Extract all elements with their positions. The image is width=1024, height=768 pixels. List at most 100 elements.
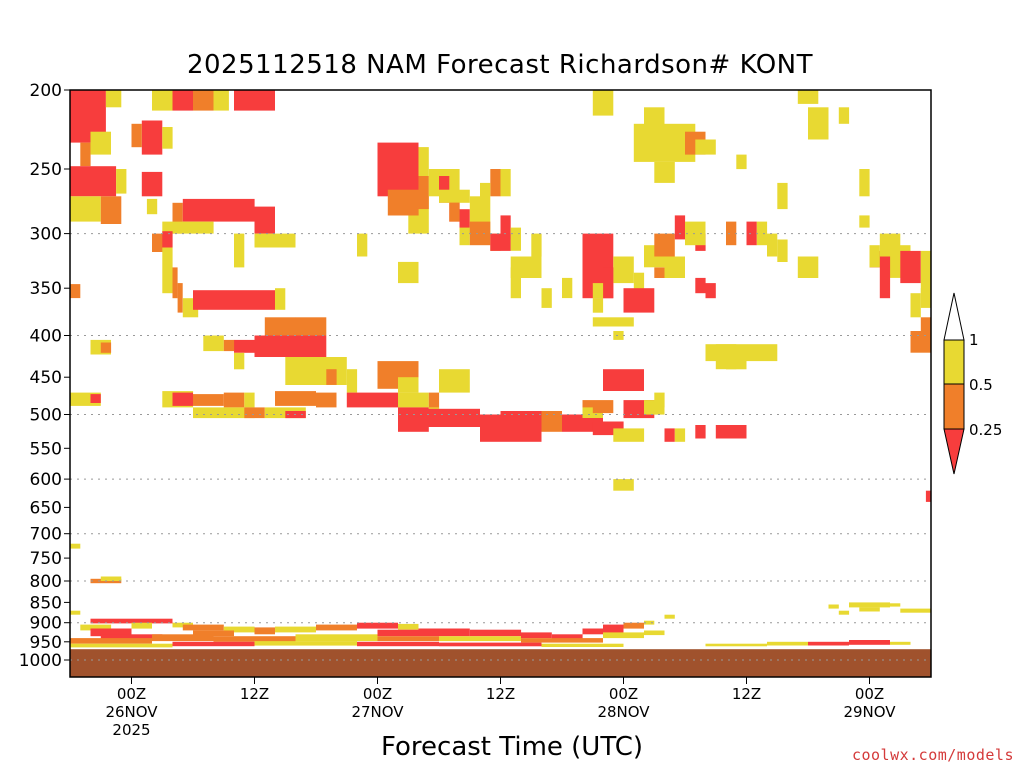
heatmap-cell (633, 272, 645, 299)
heatmap-cell (603, 624, 634, 629)
heatmap-cell (439, 369, 470, 393)
heatmap-cell (213, 636, 296, 642)
heatmap-cell (357, 641, 439, 647)
heatmap-cell (90, 131, 111, 155)
heatmap-cell (613, 428, 645, 442)
heatmap-cell (295, 317, 327, 336)
heatmap-cell (490, 233, 511, 251)
y-tick-label: 900 (30, 614, 62, 634)
heatmap-cell (900, 250, 921, 284)
heatmap-cell (264, 317, 296, 336)
heatmap-cell (726, 425, 747, 439)
heatmap-cell (685, 221, 706, 246)
heatmap-cell (223, 626, 255, 633)
heatmap-cell (254, 627, 275, 635)
heatmap-cell (736, 154, 747, 170)
heatmap-cell (193, 630, 234, 637)
heatmap-cell (664, 614, 675, 619)
heatmap-cell (223, 339, 235, 352)
heatmap-cell (623, 288, 655, 313)
heatmap-cell (105, 90, 122, 108)
heatmap-cell (746, 221, 757, 246)
heatmap-cell (172, 90, 193, 111)
heatmap-cell (808, 256, 819, 278)
heatmap-cell (644, 630, 665, 636)
heatmap-cell (254, 335, 327, 357)
y-tick-label: 650 (30, 498, 62, 518)
heatmap-cell (500, 215, 511, 240)
y-tick-label: 750 (30, 549, 62, 569)
heatmap-cell (193, 394, 224, 406)
x-tick-label: 00Z (855, 685, 884, 703)
heatmap-cell (521, 632, 552, 639)
heatmap-cell (418, 176, 429, 210)
heatmap-cell (879, 603, 901, 607)
heatmap-cell (469, 221, 491, 246)
x-tick-label: 26NOV (105, 703, 158, 721)
heatmap-cell (925, 490, 931, 502)
y-tick-label: 250 (30, 160, 62, 180)
heatmap-cell (275, 626, 316, 633)
heatmap-cell (439, 636, 521, 642)
heatmap-cell (510, 267, 521, 299)
heatmap-cell (346, 392, 399, 408)
y-tick-label: 950 (30, 633, 62, 653)
heatmap-cell (377, 636, 439, 642)
colorbar-label: 0.25 (969, 421, 1002, 439)
heatmap-cell (172, 267, 178, 299)
heatmap-cell (521, 256, 542, 278)
heatmap-cell (838, 610, 850, 615)
heatmap-cell (603, 632, 644, 639)
heatmap-cell (603, 267, 614, 299)
heatmap-cell (326, 369, 337, 385)
heatmap-cell (100, 576, 122, 581)
heatmap-cell (172, 641, 255, 647)
heatmap-cell (695, 277, 706, 294)
heatmap-cell (592, 283, 604, 299)
x-tick-label: 12Z (486, 685, 515, 703)
colorbar-top-arrow (943, 292, 965, 341)
heatmap-cell (70, 610, 81, 615)
heatmap-cell (808, 641, 849, 646)
x-tick-label: 00Z (363, 685, 392, 703)
colorbar-orange (943, 383, 965, 430)
heatmap-cell (900, 608, 931, 613)
heatmap-cell (592, 90, 614, 116)
heatmap-cell (244, 407, 265, 419)
heatmap-cell (275, 288, 286, 310)
chart-title: 2025112518 NAM Forecast Richardson# KONT (186, 50, 814, 80)
heatmap-cell (480, 182, 491, 234)
heatmap-cell (439, 642, 542, 647)
heatmap-cell (346, 369, 358, 393)
y-tick-label: 350 (30, 279, 62, 299)
heatmap-cell (510, 227, 521, 251)
heatmap-cell (316, 392, 337, 408)
heatmap-cell (715, 344, 737, 370)
x-tick-label: 12Z (732, 685, 761, 703)
heatmap-cell (500, 411, 542, 442)
heatmap-cell (398, 408, 480, 427)
heatmap-cell (162, 221, 214, 234)
credit-text: coolwx.com/models (851, 746, 1014, 764)
y-tick-label: 450 (30, 368, 62, 388)
heatmap-cell (172, 622, 193, 628)
heatmap-cell (70, 638, 152, 644)
heatmap-cell (726, 221, 737, 246)
heatmap-cell (613, 331, 624, 340)
heatmap-cell (439, 176, 450, 203)
heatmap-cell (234, 233, 245, 268)
heatmap-cell (459, 227, 470, 246)
heatmap-cell (654, 161, 675, 183)
y-tick-label: 500 (30, 406, 62, 426)
heatmap-cell (275, 391, 316, 406)
heatmap-cell (613, 479, 634, 491)
heatmap-cell (562, 277, 573, 299)
heatmap-cell (592, 317, 634, 327)
heatmap-cell (562, 414, 583, 432)
heatmap-cell (182, 198, 255, 222)
heatmap-cell (193, 290, 275, 310)
x-tick-label: 27NOV (351, 703, 404, 721)
heatmap-cell (705, 643, 767, 647)
heatmap-cell (715, 425, 727, 439)
